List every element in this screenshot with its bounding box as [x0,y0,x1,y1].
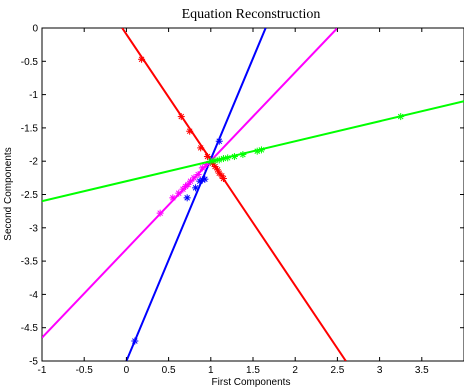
y-axis-label: Second Components [3,147,14,240]
chart-title: Equation Reconstruction [182,7,321,22]
y-tick-label: -0.5 [21,57,39,68]
marker-stroke [178,113,185,120]
series-2-point-2 [175,189,183,197]
marker-stroke [212,157,218,164]
series-0-point-1 [177,113,185,121]
x-tick-label: -1 [38,365,47,376]
series-2-point-9 [198,164,206,172]
marker-stroke [216,138,223,145]
series-2-point-7 [190,174,198,182]
y-tick-label: -2.5 [21,190,39,201]
series-2 [42,28,339,339]
marker-stroke [224,155,231,161]
series-0-point-2 [186,127,194,135]
y-tick-label: -1.5 [21,123,39,134]
series-0-point-4 [203,153,211,161]
marker-stroke [220,175,227,182]
series-2-point-8 [194,171,202,179]
y-tick-label: -3 [29,223,38,234]
series-1 [125,28,267,361]
series-3-point-5 [230,153,238,161]
y-tick-label: -2 [29,157,38,168]
series-0 [121,28,347,361]
series-1-point-6 [215,137,223,145]
marker-stroke [197,145,204,151]
marker-stroke [258,147,265,153]
series-line-0 [121,28,347,361]
series-3-point-6 [239,151,247,159]
series-layer [42,28,464,361]
series-1-point-5 [201,175,209,183]
x-axis-ticks: -1 -0.5 0 0.5 1 1.5 2 2.5 3 3.5 [38,28,429,376]
series-3 [42,100,464,203]
marker-stroke [192,185,199,191]
series-2-point-1 [169,194,177,202]
series-0-point-6 [211,163,219,171]
y-tick-label: -4.5 [21,323,39,334]
series-3-point-8 [257,146,265,154]
y-tick-label: -4 [29,290,38,301]
marker-stroke [199,165,206,171]
marker-stroke [185,181,191,188]
marker-stroke [397,113,404,120]
marker-stroke [220,155,227,162]
marker-stroke [157,210,163,216]
marker-stroke [170,195,176,201]
x-tick-label: 2.5 [330,365,344,376]
marker-stroke [186,128,193,135]
marker-stroke [184,195,190,201]
x-tick-label: 2 [292,365,298,376]
series-3-point-4 [224,154,232,162]
marker-stroke [191,175,197,181]
marker-stroke [218,173,225,179]
series-3-point-9 [397,113,405,121]
series-2-point-0 [156,209,164,217]
x-tick-label: 1 [208,365,214,376]
marker-stroke [231,153,238,160]
marker-stroke [216,170,223,176]
y-tick-label: -1 [29,90,38,101]
y-axis-ticks: 0 -0.5 -1 -1.5 -2 -2.5 -3 -3.5 -4 -4.5 -5 [21,24,464,368]
marker-stroke [214,167,221,173]
series-1-point-1 [183,194,191,202]
marker-stroke [204,153,211,160]
y-tick-label: -5 [29,357,38,368]
series-1-point-2 [192,184,200,192]
series-0-point-10 [219,175,227,183]
marker-stroke [203,161,210,168]
x-tick-label: 0 [124,365,130,376]
x-tick-label: 3 [377,365,383,376]
marker-stroke [175,190,182,196]
marker-stroke [138,56,145,63]
y-tick-label: -3.5 [21,257,39,268]
series-1-point-0 [131,337,139,345]
marker-stroke [240,151,246,158]
marker-stroke [132,338,138,344]
plot-area [41,27,464,362]
marker-stroke [195,171,201,178]
series-line-3 [42,100,464,203]
x-axis-label: First Components [212,377,291,388]
marker-stroke [207,158,214,165]
y-tick-label: 0 [32,24,38,35]
x-tick-label: 0.5 [162,365,176,376]
series-line-1 [125,28,267,361]
series-0-point-0 [138,55,146,63]
x-tick-label: -0.5 [76,365,94,376]
marker-stroke [202,176,208,182]
x-tick-label: 3.5 [415,365,429,376]
series-0-point-3 [197,144,205,152]
x-tick-label: 1.5 [246,365,260,376]
marker-stroke [212,163,218,170]
